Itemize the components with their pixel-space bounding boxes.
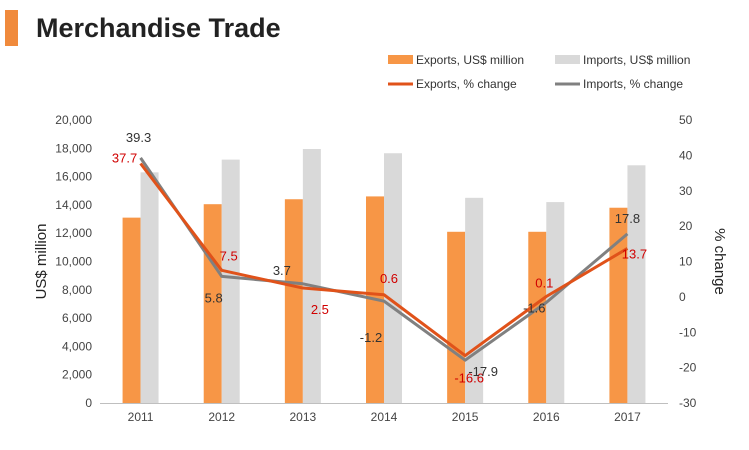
legend-label: Imports, US$ million [583,53,690,67]
data-label: 13.7 [622,246,647,261]
axes: 2011 2012 2013 2014 2015 2016 2017 0 2,000 4,000 6… [33,113,728,424]
legend-label: Exports, % change [416,77,517,91]
data-label: 0.6 [380,271,398,286]
bar-1-2016 [546,202,565,403]
bar-1-2014 [384,153,402,403]
data-label: -16.6 [454,371,484,386]
data-label: -17.9 [468,364,498,379]
bar-1-2017 [627,165,646,403]
x-tick-label: 2016 [533,410,560,424]
x-tick-label: 2014 [371,410,398,424]
data-label: 5.8 [205,290,223,305]
y-left-tick-label: 20,000 [55,113,92,127]
legend-label: Imports, % change [583,77,683,91]
legend: Exports, US$ million Imports, US$ million… [388,53,690,91]
data-label: 3.7 [273,263,291,278]
y-right-tick-label: 30 [679,184,693,198]
legend-swatch-0 [388,55,413,64]
y-right-tick-label: 20 [679,219,693,233]
y-right-tick-label: 40 [679,148,693,162]
line-series-3 [139,157,629,362]
data-label: 0.1 [535,276,553,291]
y-left-tick-label: 14,000 [55,198,92,212]
y-left-tick-label: 12,000 [55,226,92,240]
bars [122,149,646,403]
bar-0-2013 [284,199,303,403]
y-right-tick-label: -30 [679,396,697,410]
x-tick-label: 2013 [290,410,317,424]
bar-0-2016 [528,231,547,403]
legend-label: Exports, US$ million [416,53,524,67]
y-left-tick-label: 0 [85,396,92,410]
y-left-tick-label: 6,000 [62,311,92,325]
data-label: 37.7 [112,151,137,166]
title-accent-bar [5,10,18,46]
data-labels: 37.7 7.5 2.5 0.6 -16.6 0.1 13.7 39.3 5.8 3.7 -1.2 -… [112,130,647,386]
x-tick-label: 2017 [614,410,641,424]
y-left-tick-label: 10,000 [55,255,92,269]
data-label: -1.6 [523,301,545,316]
x-tick-label: 2011 [128,410,154,424]
legend-swatch-1 [555,55,580,64]
data-label: 39.3 [126,130,151,145]
lines [139,157,629,362]
y-left-axis-title: US$ million [33,224,50,300]
y-right-tick-label: -20 [679,361,697,375]
bar-1-2011 [140,172,159,403]
y-right-tick-label: -10 [679,325,697,339]
y-left-tick-label: 18,000 [55,141,92,155]
y-right-tick-label: 0 [679,290,686,304]
data-label: -1.2 [360,330,382,345]
data-label: 7.5 [220,248,238,263]
bar-1-2013 [302,149,321,403]
y-left-tick-label: 2,000 [62,368,92,382]
data-label: 17.8 [615,211,640,226]
y-left-tick-label: 4,000 [62,339,92,353]
bar-1-2012 [221,159,240,403]
y-right-axis-title: % change [711,228,728,295]
bar-0-2011 [122,217,141,403]
chart-title: Merchandise Trade [36,13,281,43]
bar-0-2015 [447,231,466,403]
y-right-tick-label: 10 [679,255,693,269]
y-left-tick-label: 16,000 [55,170,92,184]
y-left-tick-label: 8,000 [62,283,92,297]
y-right-tick-label: 50 [679,113,693,127]
x-tick-label: 2012 [208,410,235,424]
x-tick-label: 2015 [452,410,479,424]
line-series-2 [139,162,629,358]
data-label: 2.5 [311,302,329,317]
